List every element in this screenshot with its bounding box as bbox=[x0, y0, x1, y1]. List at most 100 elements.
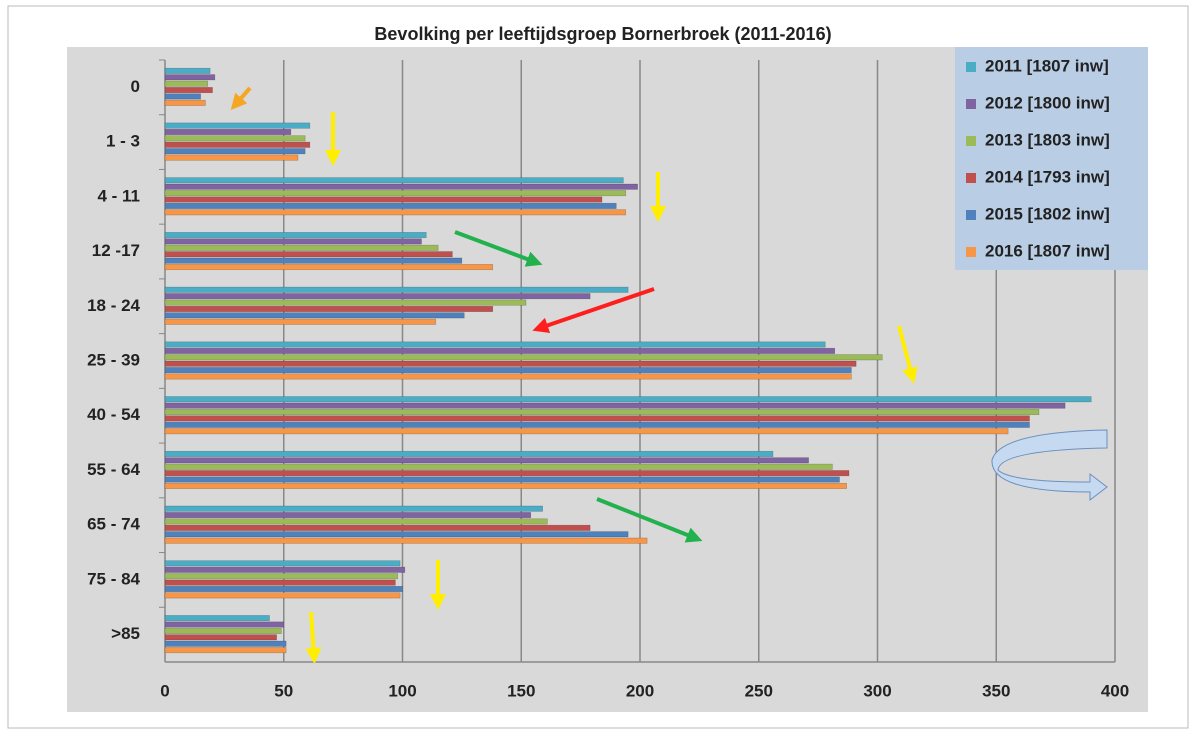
bar bbox=[164, 586, 403, 593]
legend-swatch bbox=[966, 210, 976, 220]
rotation-arrow bbox=[991, 429, 1108, 502]
bar bbox=[164, 476, 840, 483]
bar bbox=[164, 463, 833, 470]
legend-swatch bbox=[966, 136, 976, 146]
bar bbox=[164, 621, 285, 628]
y-tick-label: 0 bbox=[131, 77, 140, 96]
x-tick-label: 200 bbox=[626, 681, 654, 700]
bar bbox=[164, 347, 836, 354]
legend-label: 2011 [1807 inw] bbox=[985, 56, 1109, 75]
bar bbox=[164, 421, 1030, 428]
bar bbox=[164, 560, 401, 567]
bar bbox=[164, 148, 306, 155]
arrow bbox=[897, 325, 918, 384]
legend-swatch bbox=[966, 99, 976, 109]
bar bbox=[164, 647, 287, 654]
bar bbox=[164, 87, 213, 94]
bar bbox=[164, 74, 216, 81]
x-tick-label: 300 bbox=[863, 681, 891, 700]
legend-swatch bbox=[966, 62, 976, 72]
bar bbox=[164, 512, 532, 519]
bar bbox=[164, 67, 211, 74]
bar bbox=[164, 238, 422, 245]
bar bbox=[164, 579, 396, 586]
bar bbox=[164, 409, 1040, 416]
bar bbox=[164, 450, 774, 457]
x-tick-label: 100 bbox=[388, 681, 416, 700]
bar bbox=[164, 373, 852, 380]
y-tick-label: 12 -17 bbox=[92, 241, 140, 260]
legend-label: 2012 [1800 inw] bbox=[985, 93, 1110, 112]
legend-label: 2015 [1802 inw] bbox=[985, 204, 1110, 223]
bar bbox=[164, 209, 627, 216]
legend-swatch bbox=[966, 247, 976, 257]
bar bbox=[164, 524, 591, 531]
bar bbox=[164, 354, 883, 361]
bar bbox=[164, 257, 463, 264]
bar bbox=[164, 154, 299, 161]
bar bbox=[164, 457, 809, 464]
x-tick-label: 0 bbox=[160, 681, 169, 700]
bar bbox=[164, 428, 1009, 435]
bar bbox=[164, 634, 277, 641]
bar bbox=[164, 518, 548, 525]
bar bbox=[164, 286, 629, 293]
y-tick-label: >85 bbox=[111, 624, 140, 643]
bar bbox=[164, 196, 603, 203]
bar bbox=[164, 177, 624, 184]
bar bbox=[164, 202, 617, 209]
bar bbox=[164, 415, 1030, 422]
y-tick-label: 55 - 64 bbox=[87, 460, 140, 479]
bar bbox=[164, 244, 439, 251]
bar bbox=[164, 367, 852, 374]
bar bbox=[164, 615, 270, 622]
bar bbox=[164, 128, 292, 135]
bar bbox=[164, 627, 282, 634]
bar bbox=[164, 537, 648, 544]
arrow bbox=[532, 287, 655, 333]
legend-swatch bbox=[966, 173, 976, 183]
bar bbox=[164, 122, 311, 129]
bar bbox=[164, 305, 494, 312]
arrow bbox=[305, 611, 322, 664]
legend-box bbox=[955, 47, 1148, 270]
bar bbox=[164, 573, 399, 580]
bar bbox=[164, 592, 401, 599]
y-tick-label: 40 - 54 bbox=[87, 405, 140, 424]
bar bbox=[164, 470, 850, 477]
bar bbox=[164, 402, 1066, 409]
chart-title: Bevolking per leeftijdsgroep Bornerbroek… bbox=[374, 24, 831, 44]
bar bbox=[164, 251, 453, 258]
arrow bbox=[230, 86, 252, 111]
x-tick-label: 350 bbox=[982, 681, 1010, 700]
bar bbox=[164, 264, 494, 271]
bar bbox=[164, 640, 287, 647]
bar bbox=[164, 299, 527, 306]
bar bbox=[164, 505, 543, 512]
x-tick-label: 250 bbox=[745, 681, 773, 700]
y-tick-label: 1 - 3 bbox=[106, 132, 140, 151]
x-tick-label: 400 bbox=[1101, 681, 1129, 700]
bar bbox=[164, 318, 437, 325]
bar bbox=[164, 93, 201, 100]
y-tick-label: 25 - 39 bbox=[87, 350, 140, 369]
bar bbox=[164, 293, 591, 300]
bar bbox=[164, 360, 857, 367]
arrow bbox=[596, 497, 703, 543]
bar bbox=[164, 99, 206, 106]
annotation-arrows bbox=[230, 86, 918, 664]
legend-label: 2013 [1803 inw] bbox=[985, 130, 1110, 149]
legend-label: 2014 [1793 inw] bbox=[985, 167, 1110, 186]
bar bbox=[164, 566, 406, 573]
y-tick-label: 65 - 74 bbox=[87, 515, 140, 534]
plot bbox=[159, 59, 1116, 663]
x-tick-label: 150 bbox=[507, 681, 535, 700]
bar bbox=[164, 135, 306, 142]
bar bbox=[164, 232, 427, 239]
bar bbox=[164, 183, 638, 190]
bar bbox=[164, 396, 1092, 403]
y-tick-label: 4 - 11 bbox=[97, 186, 140, 205]
bar bbox=[164, 312, 465, 319]
y-tick-label: 75 - 84 bbox=[87, 569, 140, 588]
